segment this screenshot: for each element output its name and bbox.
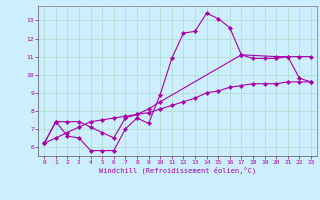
X-axis label: Windchill (Refroidissement éolien,°C): Windchill (Refroidissement éolien,°C) [99,167,256,174]
